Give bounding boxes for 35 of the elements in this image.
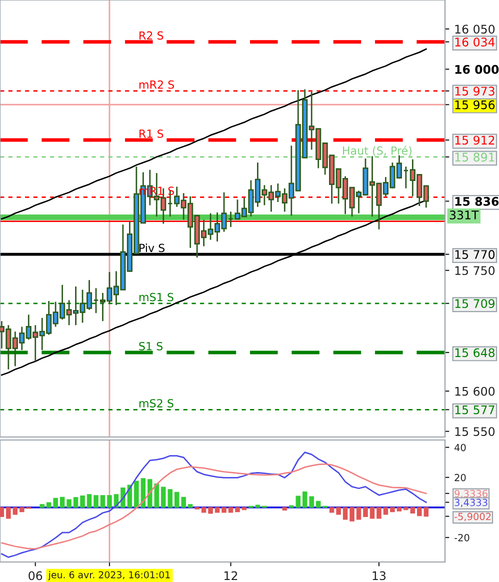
y-tick-label: -5,9002	[454, 512, 491, 522]
ref-line-label: Haut (S, Pré)	[343, 146, 412, 156]
y-tick-label: 15 550	[455, 427, 495, 436]
y-tick-label: 16 050	[455, 24, 495, 34]
y-tick-label: 15 648	[455, 348, 495, 358]
y-tick-label: 16 000	[455, 64, 499, 74]
y-tick-label: 15 600	[455, 386, 495, 396]
y-tick-label: 15 912	[455, 136, 494, 145]
ref-line-label: mS1 S	[139, 292, 174, 302]
ref-line-label: R1 S	[140, 129, 164, 138]
x-tick-label: 06	[28, 571, 42, 580]
text: 331T	[450, 210, 479, 220]
ref-line-label: S1 S	[139, 342, 163, 350]
y-tick-label: 15 577	[455, 406, 494, 414]
y-tick-label: 15 891	[455, 152, 494, 162]
y-tick-label: 15 973	[455, 86, 494, 96]
ref-line-label: mR1 S	[139, 186, 174, 196]
x-tick-label: 12	[224, 571, 238, 580]
y-tick-label: 15 770	[455, 250, 495, 259]
ref-line-label: mR2 S	[139, 80, 174, 89]
x-tick-label: 13	[372, 571, 386, 580]
y-tick-label: 15 836	[455, 196, 499, 206]
y-tick-label: 40	[454, 444, 466, 452]
y-tick-label: 15 956	[455, 100, 495, 110]
y-tick-label: 20	[454, 474, 466, 482]
ref-line-label: mS2 S	[139, 399, 174, 408]
y-tick-label: 15 750	[455, 266, 495, 276]
y-tick-label: -20	[454, 534, 470, 542]
y-tick-label: 3,4333	[454, 498, 488, 508]
y-tick-label: 15 709	[455, 299, 495, 308]
ref-line-label: Piv S	[140, 244, 165, 252]
ref-line-label: R2 S	[140, 31, 164, 40]
x-tick-label: jeu. 6 avr. 2023, 16:01:01	[48, 571, 170, 580]
y-tick-label: 16 034	[455, 38, 495, 46]
y-tick-label: 9,3336	[454, 490, 488, 498]
